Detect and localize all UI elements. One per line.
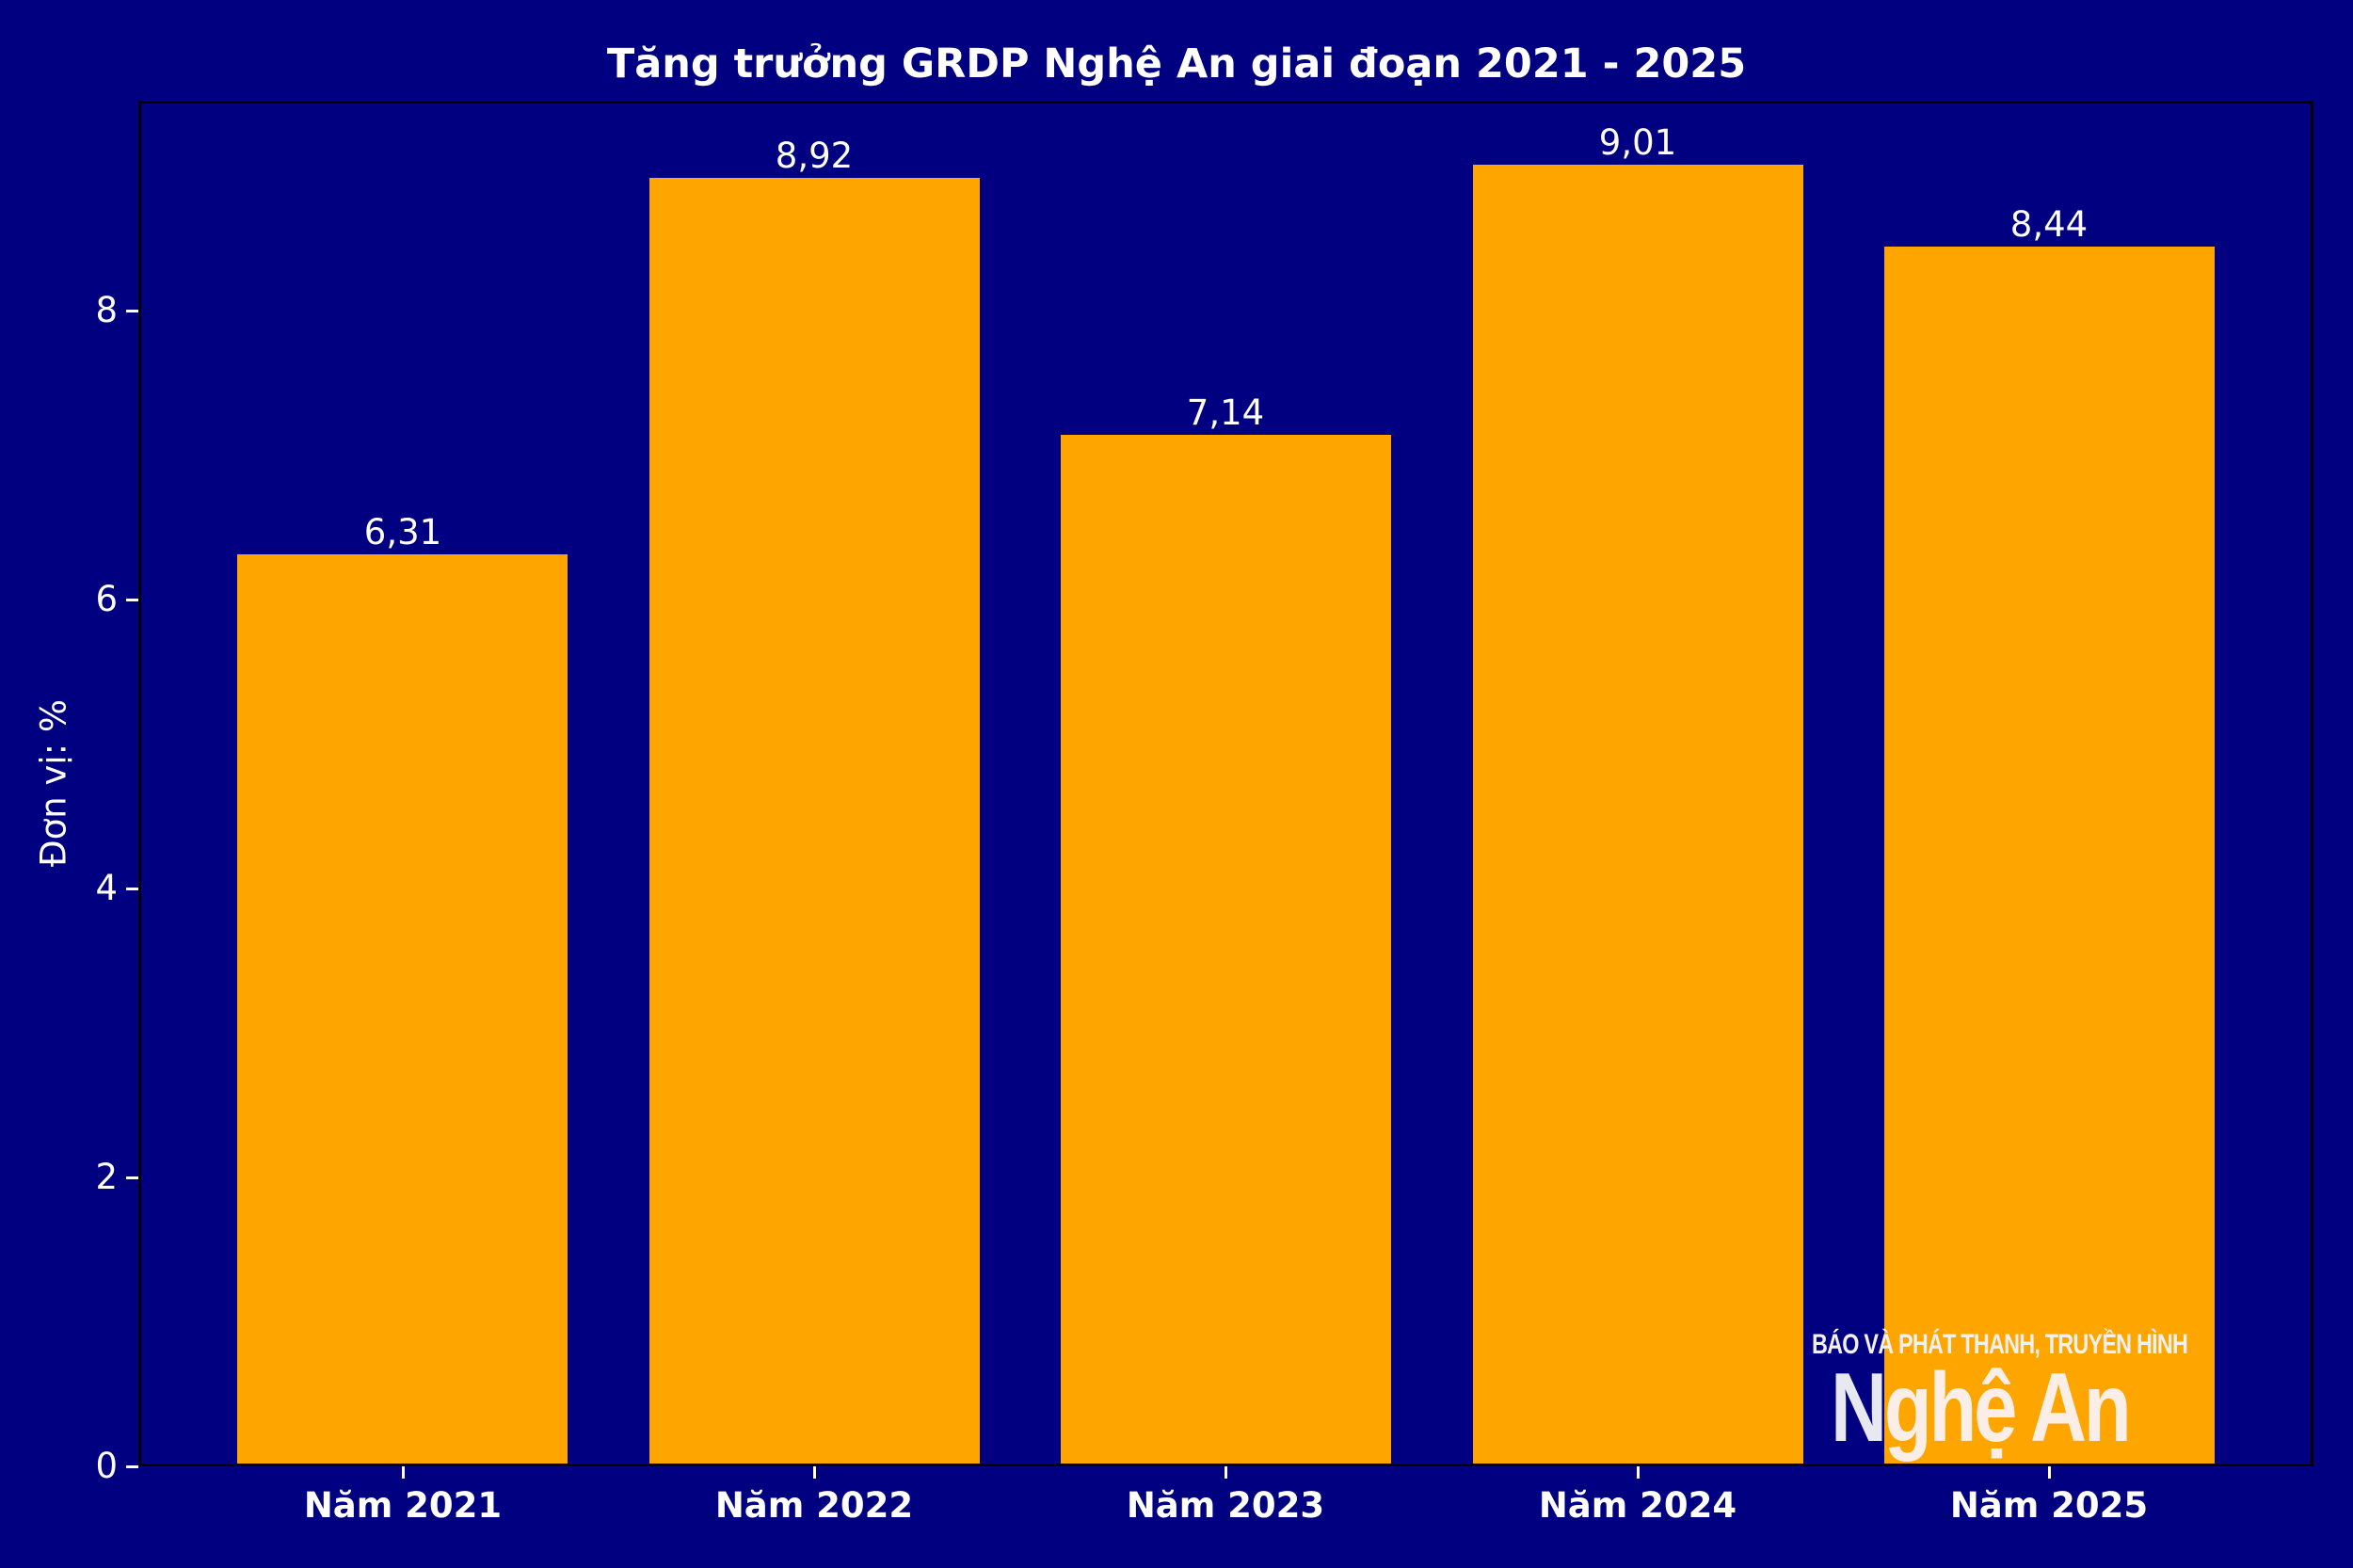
y-tick-label: 2: [95, 1157, 118, 1197]
y-tick-label: 0: [95, 1446, 118, 1486]
x-tick-mark: [1637, 1466, 1640, 1479]
watermark-logo: BÁO VÀ PHÁT THANH, TRUYỀN HÌNH Nghệ An: [1812, 1329, 2198, 1463]
bar-value-label: 9,01: [1598, 122, 1677, 163]
x-tick-label: Năm 2023: [1126, 1485, 1325, 1526]
bar-2021: [237, 554, 568, 1466]
x-tick-label: Năm 2024: [1538, 1485, 1737, 1526]
y-tick-label: 8: [95, 290, 118, 330]
x-tick-mark: [402, 1466, 405, 1479]
bar-value-label: 8,44: [2009, 204, 2089, 245]
y-tick-label: 4: [95, 868, 118, 908]
bar-2025: [1884, 247, 2215, 1466]
watermark-brand: Nghệ An: [1831, 1353, 2132, 1463]
y-axis-label: Đơn vị: %: [33, 698, 74, 868]
bar-value-label: 7,14: [1186, 392, 1265, 433]
y-tick-mark: [126, 888, 138, 890]
y-tick-mark: [126, 1176, 138, 1179]
x-tick-mark: [2048, 1466, 2051, 1479]
bar-value-label: 8,92: [775, 136, 854, 176]
x-tick-label: Năm 2025: [1949, 1485, 2149, 1526]
bar-value-label: 6,31: [363, 512, 442, 552]
x-tick-mark: [813, 1466, 816, 1479]
chart-title: Tăng trưởng GRDP Nghệ An giai đoạn 2021 …: [606, 40, 1747, 88]
y-tick-label: 6: [95, 579, 118, 619]
y-tick-mark: [126, 310, 138, 312]
bar-2022: [649, 178, 980, 1466]
y-tick-mark: [126, 1465, 138, 1468]
plot-area: [138, 101, 2313, 1466]
x-tick-mark: [1225, 1466, 1227, 1479]
bar-2023: [1061, 435, 1391, 1466]
bar-2024: [1473, 165, 1803, 1466]
x-tick-label: Năm 2022: [714, 1485, 914, 1526]
y-tick-mark: [126, 599, 138, 601]
x-tick-label: Năm 2021: [303, 1485, 503, 1526]
